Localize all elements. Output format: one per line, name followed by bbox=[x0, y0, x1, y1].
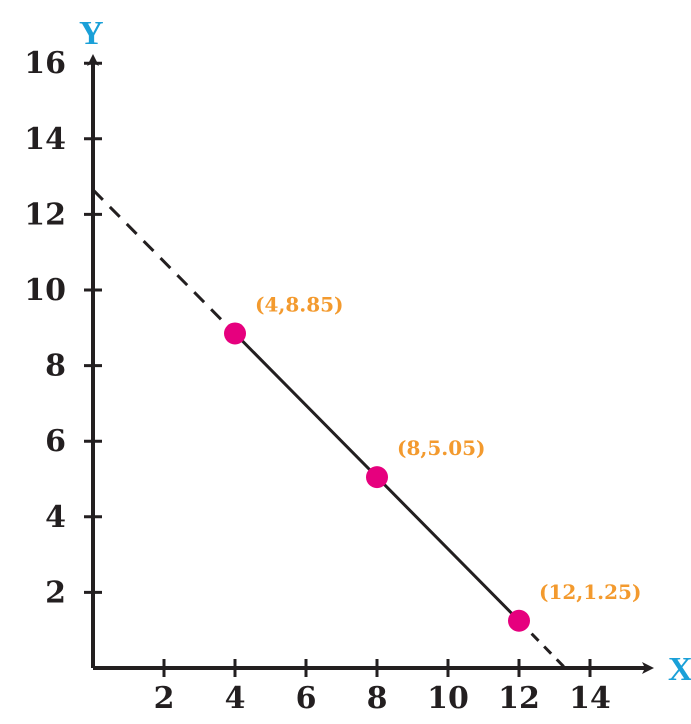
x-tick-label: 8 bbox=[367, 681, 388, 716]
y-tick-label: 4 bbox=[45, 500, 66, 535]
y-axis-label: Y bbox=[79, 15, 104, 52]
dashed-extrapolation-lower bbox=[517, 619, 567, 670]
y-tick-label: 10 bbox=[24, 273, 66, 308]
data-point-marker bbox=[508, 609, 530, 632]
x-tick-label: 10 bbox=[427, 681, 469, 716]
y-tick-label: 12 bbox=[24, 197, 66, 232]
x-tick-label: 12 bbox=[498, 681, 540, 716]
x-tick-label: 4 bbox=[225, 681, 246, 716]
data-point-label: (8,5.05) bbox=[397, 436, 486, 460]
y-tick-label: 8 bbox=[45, 349, 66, 384]
y-tick-label: 14 bbox=[24, 122, 66, 157]
axes: XY bbox=[79, 15, 691, 688]
point-labels: (4,8.85) (8,5.05) (12,1.25) bbox=[255, 292, 641, 603]
x-tick-label: 6 bbox=[296, 681, 317, 716]
data-point-label: (12,1.25) bbox=[539, 580, 641, 604]
y-tick-label: 6 bbox=[45, 424, 66, 459]
x-tick-label: 14 bbox=[569, 681, 611, 716]
data-point-label: (4,8.85) bbox=[255, 292, 344, 316]
dashed-extrapolation-upper bbox=[91, 188, 237, 335]
data-point-marker bbox=[224, 322, 246, 345]
x-tick-label: 2 bbox=[154, 681, 175, 716]
x-axis-label: X bbox=[668, 651, 691, 688]
y-tick-label: 16 bbox=[24, 46, 66, 81]
ticks: 2 4 6 8 10 12 14 2 4 6 8 10 12 14 16 bbox=[24, 46, 611, 716]
data-point-marker bbox=[366, 466, 388, 489]
data-series bbox=[91, 188, 567, 670]
y-tick-label: 2 bbox=[45, 575, 66, 610]
